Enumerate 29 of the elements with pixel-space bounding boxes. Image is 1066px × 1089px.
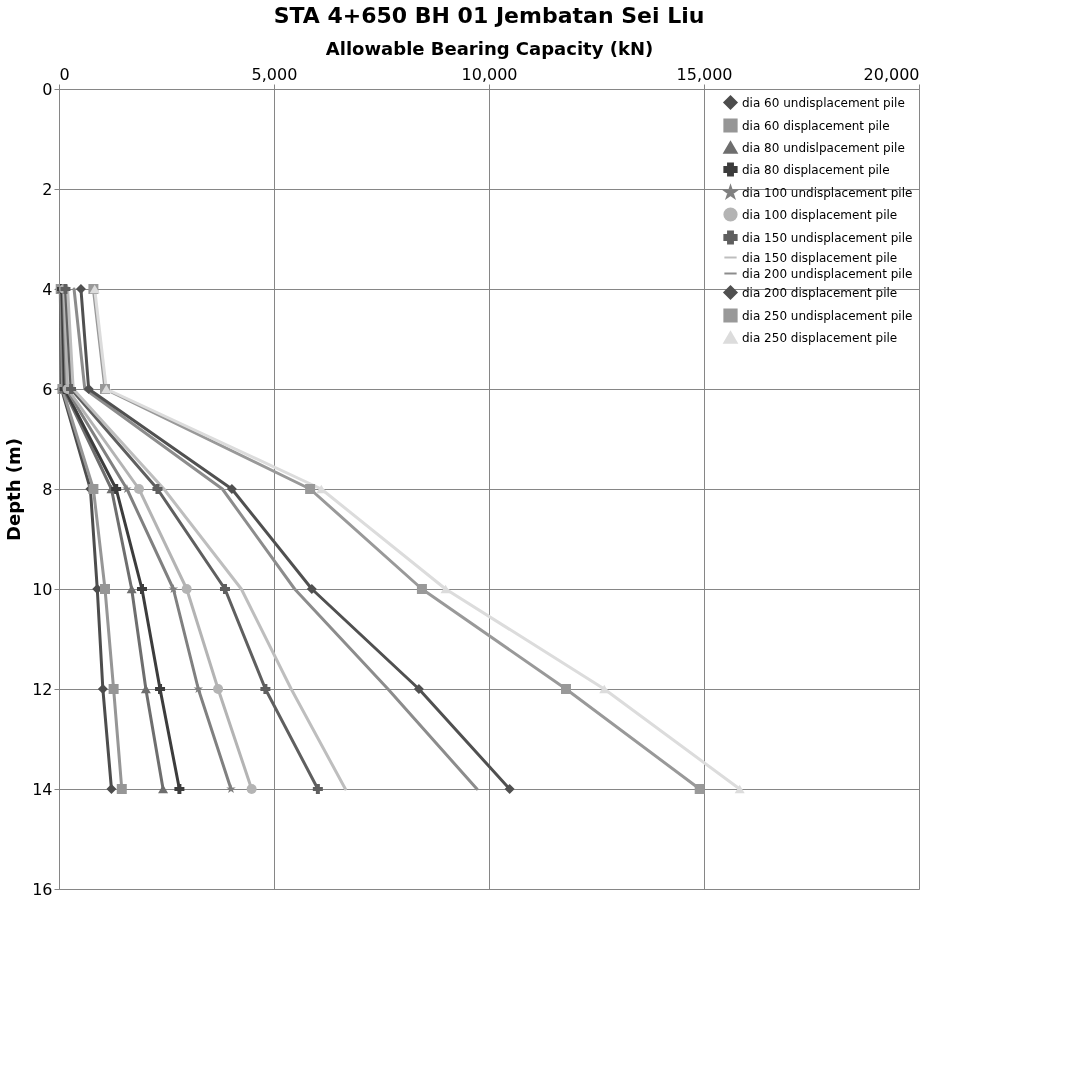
y-tick-label: 2	[42, 179, 53, 199]
legend-label: dia 80 undislpacement pile	[742, 140, 905, 155]
legend-label: dia 150 displacement pile	[742, 250, 898, 265]
legend-label: dia 200 undisplacement pile	[742, 266, 913, 281]
y-axis-title: Depth (m)	[3, 438, 25, 541]
x-tick-label: 15,000	[676, 64, 733, 84]
legend-label: dia 60 undisplacement pile	[742, 95, 905, 110]
x-axis-title: Allowable Bearing Capacity (kN)	[325, 37, 654, 59]
legend-label: dia 60 displacement pile	[742, 118, 890, 133]
legend-label: dia 80 displacement pile	[742, 162, 890, 177]
y-tick-label: 6	[42, 379, 53, 399]
y-tick-label: 0	[42, 79, 53, 99]
legend-label: dia 100 undisplacement pile	[742, 185, 913, 200]
y-tick-label: 16	[32, 879, 53, 899]
legend-label: dia 250 undisplacement pile	[742, 308, 913, 323]
legend-label: dia 150 undisplacement pile	[742, 230, 913, 245]
y-tick-label: 14	[32, 779, 53, 799]
x-tick-label: 0	[59, 64, 70, 84]
x-tick-label: 20,000	[863, 64, 920, 84]
y-tick-label: 4	[42, 279, 53, 299]
y-tick-label: 8	[42, 479, 53, 499]
y-tick-label: 10	[32, 579, 53, 599]
x-tick-label: 5,000	[251, 64, 298, 84]
y-tick-label: 12	[32, 679, 53, 699]
legend-label: dia 200 displacement pile	[742, 285, 898, 300]
legend-label: dia 100 displacement pile	[742, 207, 898, 222]
chart-title: STA 4+650 BH 01 Jembatan Sei Liu	[273, 3, 705, 28]
legend-label: dia 250 displacement pile	[742, 330, 898, 345]
x-tick-label: 10,000	[461, 64, 518, 84]
